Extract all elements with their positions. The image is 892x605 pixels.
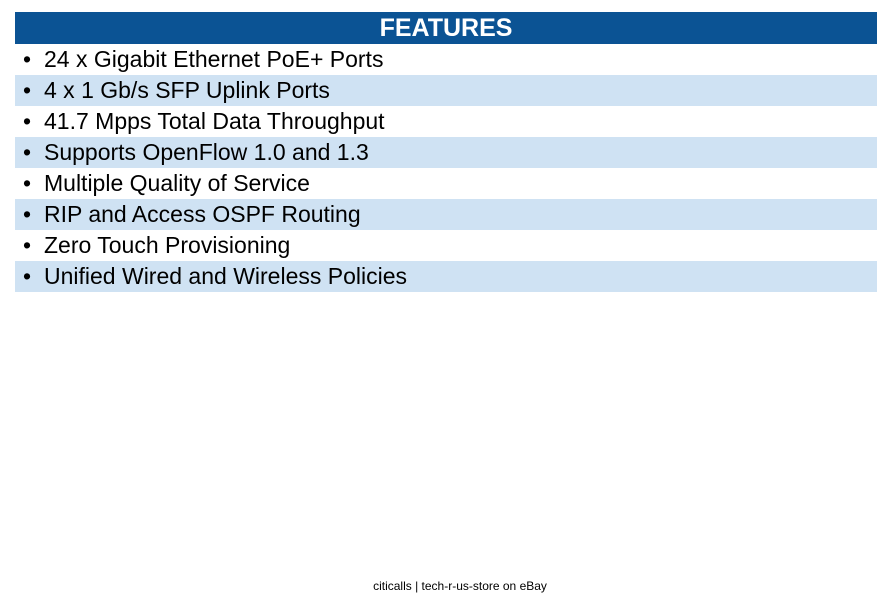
bullet-icon: • — [23, 108, 32, 134]
feature-text: Zero Touch Provisioning — [44, 232, 291, 258]
feature-text: 4 x 1 Gb/s SFP Uplink Ports — [44, 77, 330, 103]
feature-item: • 4 x 1 Gb/s SFP Uplink Ports — [15, 75, 877, 106]
bullet-icon: • — [23, 170, 32, 196]
bullet-icon: • — [23, 263, 32, 289]
bullet-icon: • — [23, 232, 32, 258]
features-title: FEATURES — [15, 12, 877, 44]
features-table: FEATURES • 24 x Gigabit Ethernet PoE+ Por… — [15, 12, 877, 292]
feature-item: • Multiple Quality of Service — [15, 168, 877, 199]
feature-text: 41.7 Mpps Total Data Throughput — [44, 108, 385, 134]
feature-item: • Unified Wired and Wireless Policies — [15, 261, 877, 292]
feature-item: • Supports OpenFlow 1.0 and 1.3 — [15, 137, 877, 168]
feature-item: • 24 x Gigabit Ethernet PoE+ Ports — [15, 44, 877, 75]
feature-text: RIP and Access OSPF Routing — [44, 201, 361, 227]
footer-caption: citicalls | tech-r-us-store on eBay — [373, 579, 547, 593]
feature-item: • 41.7 Mpps Total Data Throughput — [15, 106, 877, 137]
feature-text: Unified Wired and Wireless Policies — [44, 263, 408, 289]
feature-text: 24 x Gigabit Ethernet PoE+ Ports — [44, 46, 384, 72]
bullet-icon: • — [23, 46, 32, 72]
feature-text: Multiple Quality of Service — [44, 170, 310, 196]
feature-text: Supports OpenFlow 1.0 and 1.3 — [44, 139, 369, 165]
feature-list: • 24 x Gigabit Ethernet PoE+ Ports • 4 x 1… — [15, 44, 877, 292]
feature-item: • RIP and Access OSPF Routing — [15, 199, 877, 230]
bullet-icon: • — [23, 77, 32, 103]
feature-item: • Zero Touch Provisioning — [15, 230, 877, 261]
bullet-icon: • — [23, 139, 32, 165]
bullet-icon: • — [23, 201, 32, 227]
